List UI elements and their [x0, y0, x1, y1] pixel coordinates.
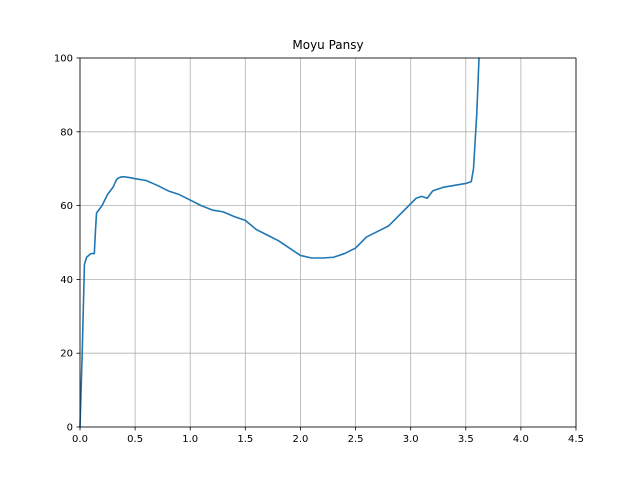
- chart-title: Moyu Pansy: [292, 38, 363, 52]
- x-tick-label: 3.5: [458, 434, 474, 445]
- x-tick-label: 0.0: [72, 434, 88, 445]
- x-tick-label: 2.5: [348, 434, 364, 445]
- y-tick-label: 20: [60, 349, 73, 360]
- y-tick-label: 60: [60, 201, 73, 212]
- x-axis: 0.0 0.5 1.0 1.5 2.0 2.5 3.0 3.5 4.0 4.5: [72, 427, 584, 445]
- series-layer: [79, 57, 480, 428]
- y-axis: 0 20 40 60 80 100: [54, 54, 80, 434]
- plot-frame: [79, 57, 577, 428]
- series-line: [79, 57, 480, 428]
- y-tick-label: 100: [54, 54, 73, 65]
- x-tick-label: 1.5: [237, 434, 253, 445]
- x-tick-label: 4.5: [568, 434, 584, 445]
- y-tick-label: 40: [60, 275, 73, 286]
- x-tick-label: 4.0: [513, 434, 529, 445]
- y-tick-label: 0: [67, 423, 73, 434]
- x-tick-label: 2.0: [292, 434, 308, 445]
- y-tick-label: 80: [60, 127, 73, 138]
- x-tick-label: 1.0: [182, 434, 198, 445]
- x-tick-label: 3.0: [403, 434, 419, 445]
- x-tick-label: 0.5: [127, 434, 143, 445]
